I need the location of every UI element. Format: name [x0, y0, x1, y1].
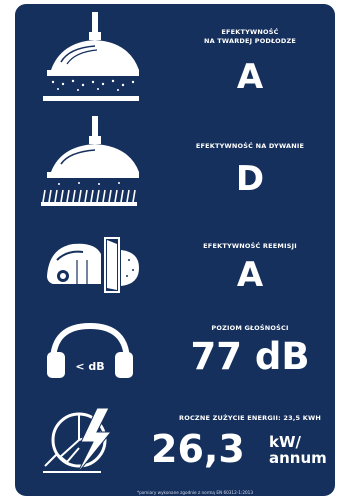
noise-label: POZIOM GŁOŚNOŚCI [165, 324, 335, 333]
re-emission-vacuum-icon [47, 237, 139, 293]
energy-label-line1: ROCZNE ZUŻYCIE ENERGII: 23,5 KWH [179, 414, 321, 422]
hard-floor-label-line1: EFEKTYWNOŚĆ [221, 28, 279, 36]
energy-unit: kW/ annum [269, 434, 327, 466]
noise-label-line1: POZIOM GŁOŚNOŚCI [211, 324, 289, 332]
noise-value: 77 dB [190, 335, 310, 378]
energy-value: 26,3 [151, 427, 245, 471]
re-emission-label: EFEKTYWNOŚĆ REEMISJI [165, 242, 335, 251]
hard-floor-class: A [236, 57, 264, 97]
headphones-noise-icon: < dB [47, 322, 133, 378]
energy-label-card: EFEKTYWNOŚĆ NA TWARDEJ PODŁODZE A EFEKTY… [15, 4, 335, 496]
energy-label: ROCZNE ZUŻYCIE ENERGII: 23,5 KWH [165, 414, 335, 423]
re-emission-label-line1: EFEKTYWNOŚĆ REEMISJI [203, 242, 297, 250]
carpet-class: D [235, 159, 265, 199]
hard-floor-label-line2: NA TWARDEJ PODŁODZE [203, 37, 297, 45]
energy-consumption-icon [43, 407, 113, 475]
carpet-nozzle-icon [41, 116, 139, 206]
energy-unit-line1: kW/ [269, 433, 301, 451]
noise-icon-text: < dB [75, 360, 104, 373]
re-emission-class: A [236, 255, 264, 295]
energy-unit-line2: annum [269, 449, 327, 467]
carpet-label-line1: EFEKTYWNOŚĆ NA DYWANIE [195, 142, 305, 150]
hard-floor-label: EFEKTYWNOŚĆ NA TWARDEJ PODŁODZE [165, 28, 335, 46]
hard-floor-nozzle-icon [43, 12, 139, 101]
carpet-label: EFEKTYWNOŚĆ NA DYWANIE [165, 142, 335, 151]
footnote: *pomiary wykonane zgodnie z normą EN 603… [136, 490, 254, 495]
